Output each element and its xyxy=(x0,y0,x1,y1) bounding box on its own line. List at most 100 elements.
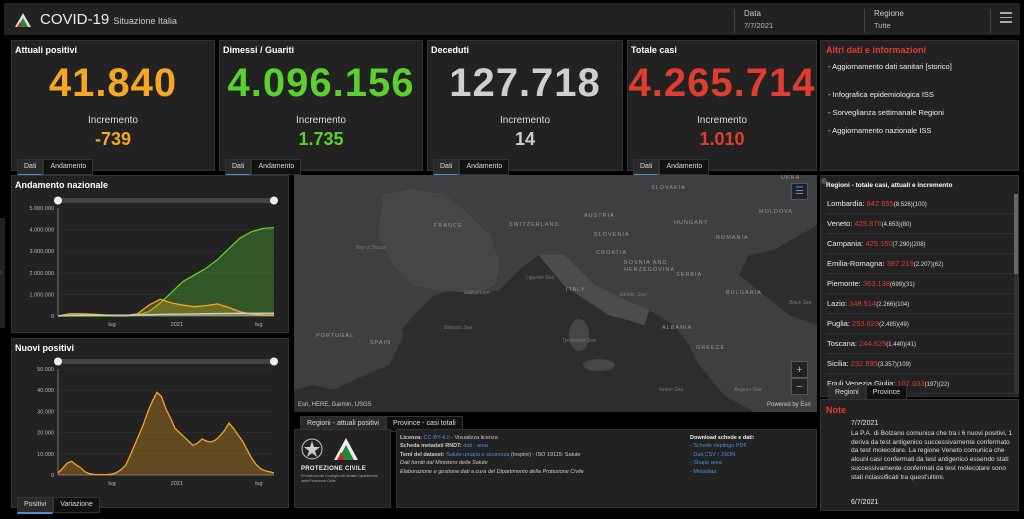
link-aggiornamento-iss[interactable]: - Aggiornamento nazionale ISS xyxy=(828,126,932,135)
elaborazione-text: Elaborazione e gestione dati a cura del … xyxy=(400,468,584,475)
x-tick-label: 2021 xyxy=(171,481,183,487)
tab-andamento[interactable]: Andamento xyxy=(659,159,710,175)
x-tick-label: lug xyxy=(255,322,262,328)
kpi-card: Deceduti 127.718 Incremento 14 Dati Andam… xyxy=(427,40,623,176)
y-tick-label: 0 xyxy=(51,314,54,320)
kpi-title: Dimessi / Guariti xyxy=(223,45,295,55)
kpi-title: Totale casi xyxy=(631,45,677,55)
region-total: 107.033 xyxy=(897,379,925,388)
range-handle-left-icon[interactable] xyxy=(54,357,62,366)
tab-positivi[interactable]: Positivi xyxy=(17,497,54,514)
map-label-slovenia: SLOVENIA xyxy=(594,232,630,238)
region-row[interactable]: Veneto: 425.876(4.653)(80) xyxy=(827,214,1013,234)
kpi-incr-label: Incremento xyxy=(696,115,748,126)
map-powered-by[interactable]: Powered by Esri xyxy=(767,402,811,408)
hamburger-menu-icon[interactable] xyxy=(1000,12,1012,23)
series-line xyxy=(57,298,275,317)
date-value[interactable]: 7/7/2021 xyxy=(744,21,774,30)
licenza-rest[interactable]: - Visualizza licenza xyxy=(451,435,498,441)
tab-dati[interactable]: Dati xyxy=(433,159,460,176)
map-tabs: Regioni - attuali positivi Province - cas… xyxy=(300,412,463,433)
link-aggiornamento-dati[interactable]: - Aggiornamento dati sanitari [storico] xyxy=(828,62,952,71)
notes-title: Note xyxy=(826,405,846,415)
region-row[interactable]: Lazio: 348.514(2.266)(104) xyxy=(827,294,1013,314)
download-pdf-link[interactable]: - Schede riepilogo PDF xyxy=(690,443,747,450)
download-csv-link[interactable]: - Dati CSV / JSON xyxy=(690,451,736,458)
region-current: (2.266) xyxy=(876,302,896,308)
range-handle-left-icon[interactable] xyxy=(54,196,62,205)
tab-dati[interactable]: Dati xyxy=(225,159,252,176)
tab-dati[interactable]: Dati xyxy=(17,159,44,176)
region-total: 425.876 xyxy=(854,219,882,228)
tab-andamento[interactable]: Andamento xyxy=(43,159,94,175)
tab-dati[interactable]: Dati xyxy=(633,159,660,176)
region-row[interactable]: Campania: 425.150(7.290)(208) xyxy=(827,234,1013,254)
region-name: Campania: xyxy=(827,239,864,248)
divider xyxy=(734,9,735,33)
footer-metadata: Licenza: CC-BY-4.0 - Visualizza licenza … xyxy=(400,434,680,476)
region-name: Piemonte: xyxy=(827,279,861,288)
licenza-link[interactable]: CC-BY-4.0 xyxy=(423,435,450,441)
tab-andamento[interactable]: Andamento xyxy=(251,159,302,175)
region-row[interactable]: Toscana: 244.625(1.440)(41) xyxy=(827,334,1013,354)
notes-panel: Note 7/7/2021 La P.A. di Bolzano comunic… xyxy=(820,399,1019,511)
layer-list-icon[interactable]: ☰ xyxy=(791,183,808,200)
series-area xyxy=(58,392,274,475)
region-total: 348.514 xyxy=(849,299,877,308)
series-line xyxy=(58,226,275,317)
map-sea-biscay: Bay of Biscay xyxy=(356,245,387,251)
region-row[interactable]: Puglia: 253.629(2.485)(49) xyxy=(827,314,1013,334)
y-tick-label: 50.000 xyxy=(37,367,54,373)
map-view[interactable]: FRANCE SWITZERLAND AUSTRIA SLOVAKIA HUNG… xyxy=(294,175,817,412)
divider xyxy=(990,9,991,33)
download-title: Download schede e dati: xyxy=(690,435,755,441)
region-value[interactable]: Tutte xyxy=(874,21,891,30)
download-section: Download schede e dati: - Schede riepilo… xyxy=(690,434,810,476)
map-label-albania: ALBANIA xyxy=(662,325,693,331)
link-sorveglianza-regioni[interactable]: - Sorveglianza settimanale Regioni xyxy=(828,108,944,117)
region-incr: (100) xyxy=(912,202,927,208)
region-row[interactable]: Sicilia: 232.895(3.357)(109) xyxy=(827,354,1013,374)
kpi-title: Deceduti xyxy=(431,45,470,55)
download-shape-link[interactable]: - Shape area xyxy=(690,460,722,467)
region-row[interactable]: Friuli Venezia Giulia: 107.033(197)(22) xyxy=(827,374,1013,394)
region-row[interactable]: Emilia-Romagna: 387.219(2.207)(62) xyxy=(827,254,1013,274)
licenza-label: Licenza: xyxy=(400,435,423,441)
region-row[interactable]: Lombardia: 842.655(8.526)(100) xyxy=(827,194,1013,214)
side-panel-handle[interactable]: › xyxy=(0,218,5,328)
temi-link[interactable]: Salute umana e sicurezza xyxy=(446,451,510,458)
region-name: Veneto: xyxy=(827,219,853,228)
regions-scrollbar[interactable] xyxy=(1014,194,1018,394)
link-infografica-iss[interactable]: - Infografica epidemiologica ISS xyxy=(828,90,934,99)
region-name: Sicilia: xyxy=(827,359,849,368)
tab-andamento[interactable]: Andamento xyxy=(459,159,510,175)
scheda-link[interactable]: dati - area xyxy=(463,443,489,450)
andamento-chart: 5.000.000 4.000.000 3.000.000 2.000.000 1.00… xyxy=(30,196,278,328)
map-label-slovakia: SLOVAKIA xyxy=(651,185,686,191)
kpi-incr-value: 1.735 xyxy=(298,129,344,149)
kpi-card: Attuali positivi 41.840 Incremento -739 … xyxy=(11,40,215,176)
region-name: Lombardia: xyxy=(827,199,865,208)
region-row[interactable]: Piemonte: 363.138(699)(31) xyxy=(827,274,1013,294)
expand-arrow-icon: › xyxy=(0,270,2,276)
region-incr: (80) xyxy=(900,222,912,228)
y-tick-label: 3.000.000 xyxy=(30,249,54,255)
map-label-bulgaria: BULGARIA xyxy=(726,290,762,296)
map-sea-lion: Gulf of Lion xyxy=(464,290,490,296)
regions-list[interactable]: Lombardia: 842.655(8.526)(100) Veneto: 42… xyxy=(827,194,1013,394)
region-total: 244.625 xyxy=(859,339,887,348)
zoom-in-icon[interactable]: + xyxy=(791,361,808,378)
map-sea-tyrrhenian: Tyrrhenian Sea xyxy=(562,338,596,344)
divider xyxy=(864,9,865,33)
logo-panel: PROTEZIONE CIVILE Presidenza del Consigl… xyxy=(294,429,391,508)
y-tick-label: 20.000 xyxy=(37,431,54,437)
zoom-out-icon[interactable]: − xyxy=(791,378,808,395)
region-incr: (41) xyxy=(905,342,916,348)
range-handle-right-icon[interactable] xyxy=(270,357,278,366)
download-metadata-link[interactable]: - Metadata xyxy=(690,468,717,475)
range-handle-right-icon[interactable] xyxy=(270,196,278,205)
tab-variazione[interactable]: Variazione xyxy=(53,497,100,513)
map-label-serbia: SERBIA xyxy=(676,272,703,278)
kpi-tabs: Dati Andamento xyxy=(633,155,710,176)
kpi-tabs: Dati Andamento xyxy=(17,155,94,176)
